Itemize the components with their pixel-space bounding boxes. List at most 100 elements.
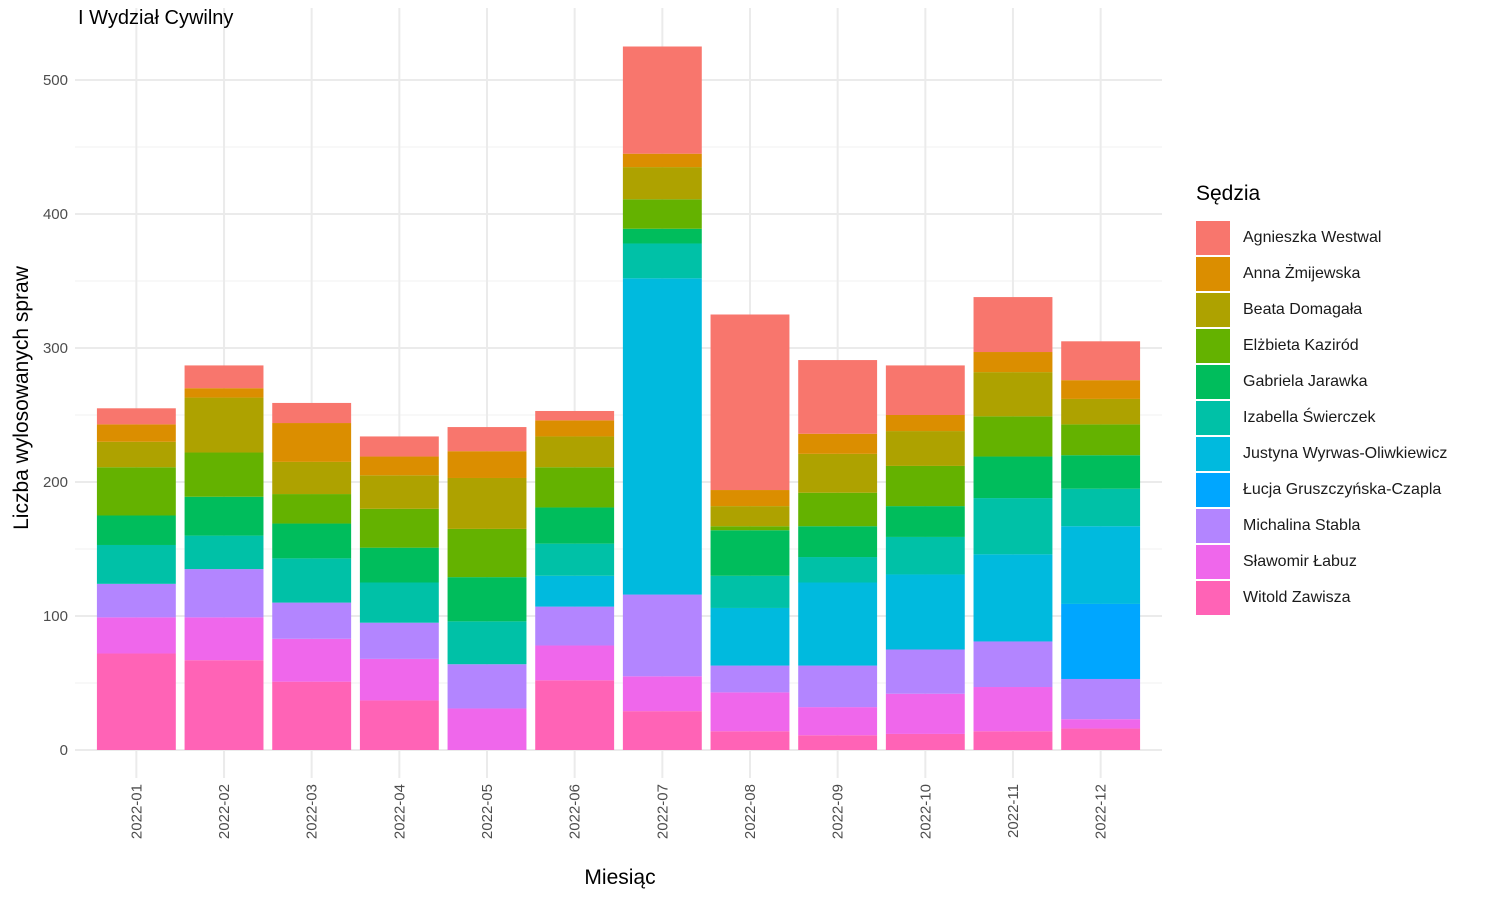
legend-label: Beata Domagała — [1243, 301, 1363, 318]
bar-segment — [710, 490, 790, 507]
bar-segment — [184, 535, 264, 570]
bar-segment — [535, 606, 615, 646]
legend-key — [1196, 257, 1230, 291]
bar-segment — [96, 617, 176, 654]
bar-segment — [710, 731, 790, 750]
bar-segment — [359, 475, 439, 509]
x-tick-label: 2022-12 — [1093, 784, 1110, 839]
y-tick-label: 0 — [60, 742, 68, 759]
bar-segment — [622, 167, 702, 200]
legend-title: Sędzia — [1196, 182, 1261, 205]
legend-key — [1196, 365, 1230, 399]
bar-segment — [184, 660, 264, 750]
legend-key — [1196, 581, 1230, 615]
bar-segment — [1061, 398, 1141, 425]
bar-segment — [798, 433, 878, 454]
y-axis-label: Liczba wylosowanych spraw — [10, 266, 33, 530]
bar-segment — [798, 557, 878, 583]
bar-segment — [535, 680, 615, 750]
bar-segment — [798, 360, 878, 434]
bar-segment — [885, 693, 965, 734]
bar-segment — [359, 456, 439, 476]
bar-segment — [447, 528, 527, 578]
bar-segment — [272, 423, 352, 462]
bar-segment — [710, 506, 790, 527]
bar-segment — [535, 543, 615, 576]
bar-segment — [885, 506, 965, 537]
bar-segment — [272, 681, 352, 750]
legend-item: Gabriela Jarawka — [1196, 364, 1447, 400]
bar-segment — [973, 456, 1053, 499]
x-tick-label: 2022-03 — [304, 784, 321, 839]
legend-label: Łucja Gruszczyńska-Czapla — [1243, 481, 1442, 498]
bar-segment — [885, 574, 965, 650]
bar-segment — [885, 465, 965, 507]
bar-segment — [622, 228, 702, 244]
bar-segment — [798, 582, 878, 666]
bar-segment — [710, 530, 790, 576]
bar-segment — [184, 496, 264, 536]
bar-segment — [447, 577, 527, 622]
bar-segment — [96, 515, 176, 545]
chart-title: I Wydział Cywilny — [78, 7, 234, 29]
legend-item: Elżbieta Kaziród — [1196, 328, 1447, 364]
bar-segment — [710, 526, 790, 531]
x-tick-label: 2022-06 — [567, 784, 584, 839]
bar-segment — [96, 441, 176, 468]
bar-segment — [622, 676, 702, 712]
bar-segment — [973, 297, 1053, 353]
bar-segment — [798, 707, 878, 736]
bar-segment — [622, 199, 702, 229]
bar-segment — [1061, 341, 1141, 381]
bar-segment — [798, 492, 878, 527]
bar-segment — [447, 664, 527, 709]
bar-segment — [96, 653, 176, 750]
x-tick-label: 2022-10 — [917, 784, 934, 839]
bar-segment — [885, 415, 965, 432]
bar-segment — [622, 243, 702, 279]
bar-segment — [973, 498, 1053, 555]
legend-item: Agnieszka Westwal — [1196, 220, 1447, 256]
y-tick-label: 100 — [43, 608, 68, 625]
x-tick-label: 2022-11 — [1005, 784, 1022, 838]
x-tick-label: 2022-02 — [216, 784, 233, 839]
bar-segment — [447, 708, 527, 750]
bar-segment — [359, 622, 439, 659]
bar-segment — [885, 365, 965, 415]
bar-segment — [973, 641, 1053, 688]
y-tick-label: 200 — [43, 474, 68, 491]
bar-segment — [973, 687, 1053, 732]
bar-segment — [359, 700, 439, 750]
bar-segment — [272, 402, 352, 424]
y-tick-label: 400 — [43, 206, 68, 223]
legend-label: Izabella Świerczek — [1243, 409, 1376, 426]
bar-segment — [535, 467, 615, 508]
legend-label: Elżbieta Kaziród — [1243, 337, 1359, 354]
bar-segment — [535, 436, 615, 468]
bar-segment — [885, 536, 965, 575]
bar-segment — [535, 410, 615, 421]
bar-segment — [973, 554, 1053, 642]
x-tick-label: 2022-07 — [654, 784, 671, 839]
x-tick-label: 2022-05 — [479, 784, 496, 839]
bar-segment — [184, 452, 264, 497]
bar-segment — [184, 617, 264, 661]
bar-segment — [184, 397, 264, 453]
bar-segment — [184, 365, 264, 389]
bar-segment — [184, 388, 264, 398]
bar-segment — [973, 416, 1053, 457]
legend-item: Michalina Stabla — [1196, 508, 1447, 544]
legend-key — [1196, 401, 1230, 435]
legend-key — [1196, 473, 1230, 507]
bar-segment — [710, 665, 790, 693]
bar-segment — [885, 733, 965, 750]
legend-label: Witold Zawisza — [1243, 589, 1351, 606]
bar-segment — [1061, 488, 1141, 527]
bar-segment — [885, 431, 965, 466]
bar-segment — [1061, 380, 1141, 399]
bar-segment — [272, 638, 352, 682]
bar-segment — [535, 420, 615, 437]
bar-segment — [798, 735, 878, 750]
bar-segment — [184, 569, 264, 618]
bar-segment — [973, 731, 1053, 750]
